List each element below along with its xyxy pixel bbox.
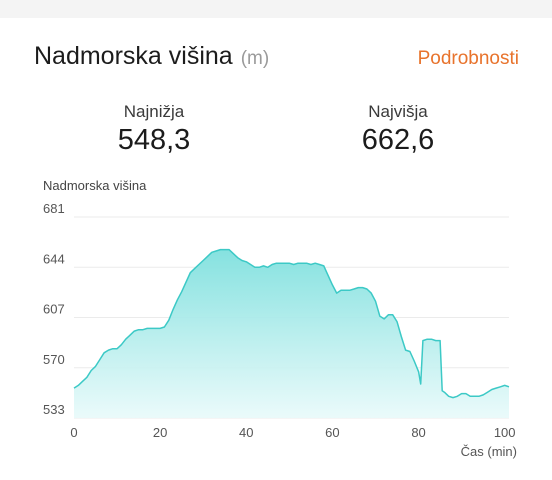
x-tick-label: 0 (70, 425, 77, 440)
x-tick-label: 40 (239, 425, 253, 440)
y-tick-label: 681 (43, 201, 65, 216)
y-tick-label: 644 (43, 251, 65, 266)
elevation-line (73, 248, 510, 399)
card-title: Nadmorska višina (m) (34, 42, 269, 71)
x-tick-label: 20 (153, 425, 167, 440)
x-tick-label: 80 (411, 425, 425, 440)
y-tick-label: 570 (43, 352, 65, 367)
chart-y-axis-title: Nadmorska višina (43, 178, 147, 193)
elevation-area (74, 249, 509, 418)
chart-x-axis-title: Čas (min) (461, 444, 517, 459)
min-elevation-label: Najnižja (123, 102, 185, 121)
y-tick-label: 533 (43, 402, 65, 417)
title-text: Nadmorska višina (34, 42, 233, 70)
x-tick-label: 60 (325, 425, 339, 440)
details-link[interactable]: Podrobnosti (417, 48, 519, 69)
max-elevation-label: Najvišja (368, 102, 428, 121)
title-unit: (m) (240, 48, 270, 69)
x-tick-label: 100 (494, 425, 516, 440)
max-elevation-value: 662,6 (361, 124, 435, 156)
y-tick-label: 607 (43, 302, 65, 317)
min-elevation-value: 548,3 (117, 124, 191, 156)
